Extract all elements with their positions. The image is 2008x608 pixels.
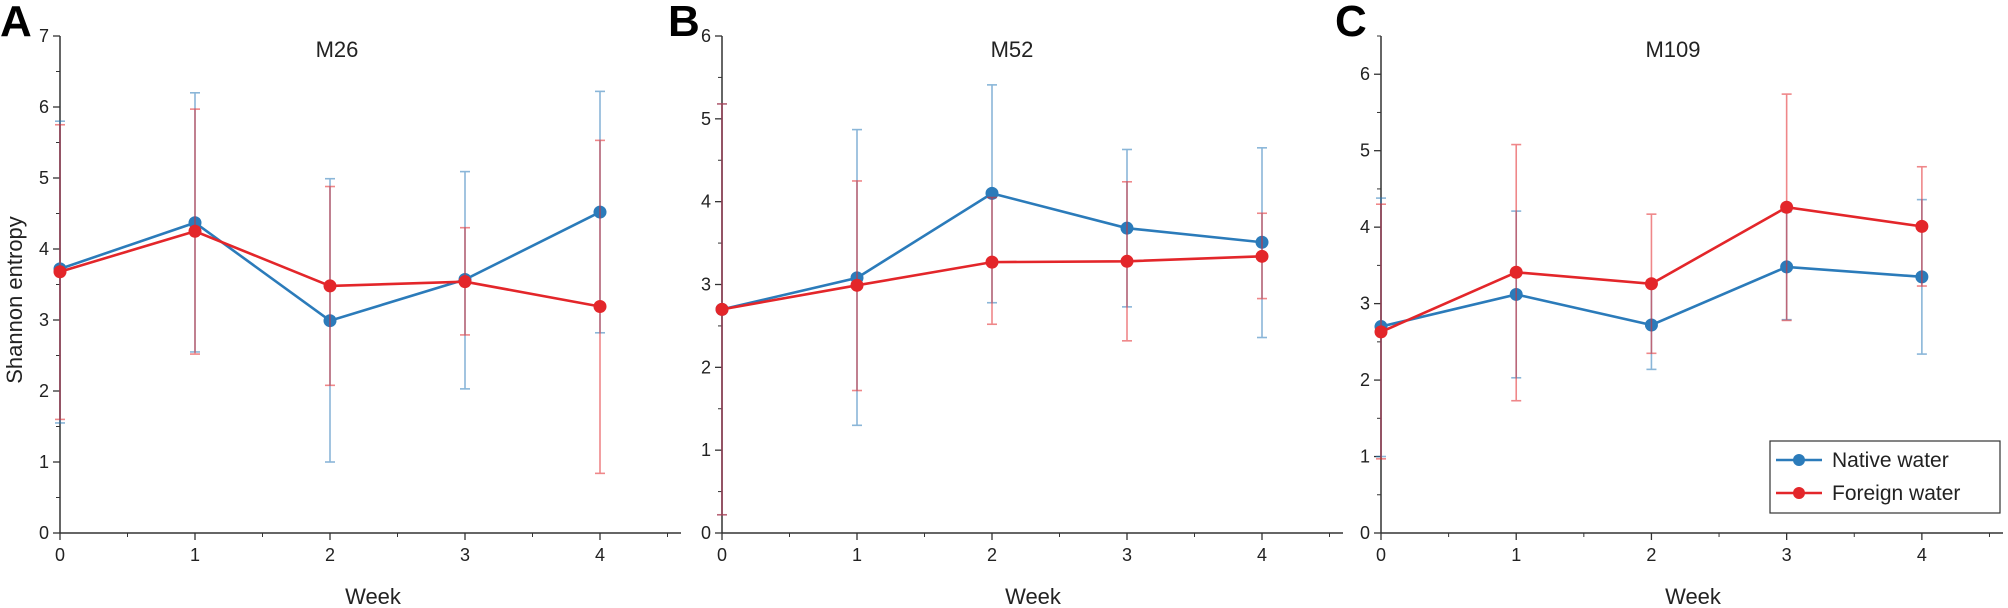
panel-b-title: M52 [991,37,1034,62]
panel-b-foreign-point [1120,254,1134,268]
panel-a-foreign-point [188,224,202,238]
panel-b-y-tick-label: 2 [701,357,711,377]
panel-b-foreign-point [850,278,864,292]
panel-b-plot: 0 1 2 3 4 5 6 0 1 2 3 4 [701,26,1343,565]
panel-b-y-tick-label: 6 [701,26,711,46]
panel-c-title: M109 [1645,37,1700,62]
panel-a-foreign-point [593,300,607,314]
panel-b-y-tick-label: 5 [701,109,711,129]
panel-c-foreign-point [1915,219,1929,233]
panel-b: B M52 Week 0 1 2 3 4 5 6 0 1 2 3 4 [668,0,1343,608]
panel-c-y-tick-label: 3 [1360,294,1370,314]
panel-a-letter: A [0,0,32,46]
panel-c-x-tick-label: 2 [1646,545,1656,565]
panel-c-x-tick-label: 3 [1782,545,1792,565]
panel-c-foreign-point [1374,325,1388,339]
panel-b-x-tick-label: 0 [717,545,727,565]
legend-foreign-label: Foreign water [1832,482,1960,505]
panel-b-x-tick-label: 1 [852,545,862,565]
panel-a-foreign-point [323,279,337,293]
panel-a-y-tick-label: 4 [39,239,49,259]
panel-c-x-axis-title: Week [1665,584,1722,608]
panel-a: A M26 Shannon entropy Week 0 1 2 3 4 5 6 7 0 1 2 3 4 [0,0,681,608]
panel-b-x-tick-label: 2 [987,545,997,565]
legend-native-label: Native water [1832,449,1949,472]
panel-c-y-tick-label: 1 [1360,447,1370,467]
panel-c-plot: 0 1 2 3 4 5 6 0 1 2 3 4 [1360,35,2003,565]
panel-b-x-tick-label: 4 [1257,545,1267,565]
panel-a-plot: 0 1 2 3 4 5 6 7 0 1 2 3 4 [39,26,681,565]
panel-b-x-tick-label: 3 [1122,545,1132,565]
legend: Native water Foreign water [1769,440,2001,514]
panel-a-y-tick-label: 7 [39,26,49,46]
panel-b-y-tick-label: 4 [701,192,711,212]
panel-a-x-tick-label: 1 [190,545,200,565]
panel-a-x-axis-title: Week [345,584,402,608]
panel-c-foreign-point [1644,277,1658,291]
legend-native-marker [1793,454,1805,466]
legend-foreign-marker [1793,487,1805,499]
panel-b-x-axis-title: Week [1005,584,1062,608]
panel-a-y-tick-label: 1 [39,452,49,472]
panel-c: C M109 Week 0 1 2 3 4 5 6 0 1 2 3 4 [1335,0,2003,608]
legend-box [1769,440,2001,514]
panel-c-y-tick-label: 2 [1360,370,1370,390]
panel-c-y-tick-label: 6 [1360,64,1370,84]
panel-b-y-tick-label: 3 [701,275,711,295]
panel-b-foreign-point [715,302,729,316]
panel-a-y-tick-label: 6 [39,97,49,117]
panel-b-native-point [985,186,999,200]
panel-c-y-tick-label: 5 [1360,141,1370,161]
panel-a-x-tick-label: 2 [325,545,335,565]
panel-c-letter: C [1335,0,1367,46]
panel-a-x-tick-label: 4 [595,545,605,565]
panel-c-x-tick-label: 4 [1917,545,1927,565]
panel-c-foreign-point [1509,265,1523,279]
panel-b-foreign-point [985,255,999,269]
panel-a-y-tick-label: 2 [39,381,49,401]
panel-c-y-tick-label: 0 [1360,523,1370,543]
panel-c-y-tick-label: 4 [1360,217,1370,237]
panel-c-x-tick-label: 1 [1511,545,1521,565]
panel-b-y-tick-label: 1 [701,440,711,460]
panel-a-y-tick-label: 5 [39,168,49,188]
panel-c-x-tick-label: 0 [1376,545,1386,565]
panel-b-y-tick-label: 0 [701,523,711,543]
panel-a-y-axis-title: Shannon entropy [2,216,27,384]
panel-a-x-tick-label: 0 [55,545,65,565]
panel-a-foreign-point [53,265,67,279]
panel-b-letter: B [668,0,700,46]
panel-a-y-tick-label: 0 [39,523,49,543]
panel-a-title: M26 [316,37,359,62]
panel-a-x-tick-label: 3 [460,545,470,565]
panel-b-foreign-point [1255,249,1269,263]
panel-a-foreign-point [458,275,472,289]
panel-a-y-tick-label: 3 [39,310,49,330]
panel-c-foreign-point [1780,200,1794,214]
